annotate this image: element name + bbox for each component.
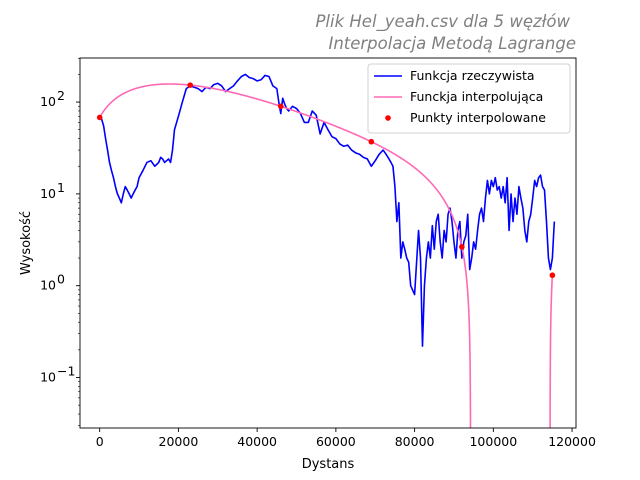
x-tick-label: 80000 bbox=[395, 434, 435, 449]
legend-label: Funckja interpolująca bbox=[410, 89, 543, 104]
y-tick-label: 10 bbox=[40, 370, 56, 385]
x-tick-label: 100000 bbox=[469, 434, 517, 449]
legend-frame bbox=[367, 63, 571, 134]
series-interp-line bbox=[98, 83, 472, 428]
interp-node-point bbox=[459, 244, 465, 250]
series-interp-line bbox=[549, 275, 554, 428]
x-tick-label: 40000 bbox=[237, 434, 277, 449]
y-tick-exponent: 0 bbox=[57, 272, 65, 287]
y-tick-label: 10 bbox=[40, 94, 56, 109]
x-tick-label: 120000 bbox=[548, 434, 596, 449]
x-tick-label: 20000 bbox=[159, 434, 199, 449]
plot-frame bbox=[79, 57, 577, 429]
plot-area bbox=[96, 73, 556, 428]
y-tick-label: 10 bbox=[40, 186, 56, 201]
x-axis-label: Dystans bbox=[302, 457, 355, 472]
interp-node-point bbox=[368, 138, 375, 145]
y-tick-label: 10 bbox=[40, 278, 56, 293]
interp-node-point bbox=[549, 272, 556, 279]
y-tick-exponent: −1 bbox=[57, 364, 75, 379]
interp-node-point bbox=[96, 114, 103, 121]
y-tick-exponent: 2 bbox=[57, 88, 65, 103]
interp-node-point bbox=[277, 103, 284, 110]
chart-title-line2: Interpolacja Metodą Lagrange bbox=[328, 34, 576, 53]
legend-label: Funkcja rzeczywista bbox=[410, 68, 535, 83]
x-axis: 0 20000 40000 60000 80000 100000 120000 bbox=[96, 428, 596, 449]
series-actual-line bbox=[99, 73, 556, 347]
y-tick-exponent: 1 bbox=[57, 180, 65, 195]
interp-node-point bbox=[187, 82, 194, 88]
chart-title-line1: Plik Hel_yeah.csv dla 5 węzłów bbox=[315, 12, 570, 32]
legend-swatch bbox=[385, 115, 391, 121]
x-tick-label: 60000 bbox=[316, 434, 356, 449]
legend: Funkcja rzeczywista Funckja interpolująca… bbox=[367, 63, 571, 134]
y-axis-label: Wysokość bbox=[19, 211, 34, 275]
legend-label: Punkty interpolowane bbox=[410, 110, 546, 125]
x-tick-label: 0 bbox=[96, 434, 104, 449]
